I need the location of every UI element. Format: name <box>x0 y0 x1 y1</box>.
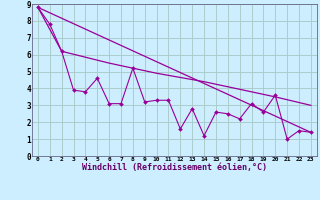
X-axis label: Windchill (Refroidissement éolien,°C): Windchill (Refroidissement éolien,°C) <box>82 163 267 172</box>
